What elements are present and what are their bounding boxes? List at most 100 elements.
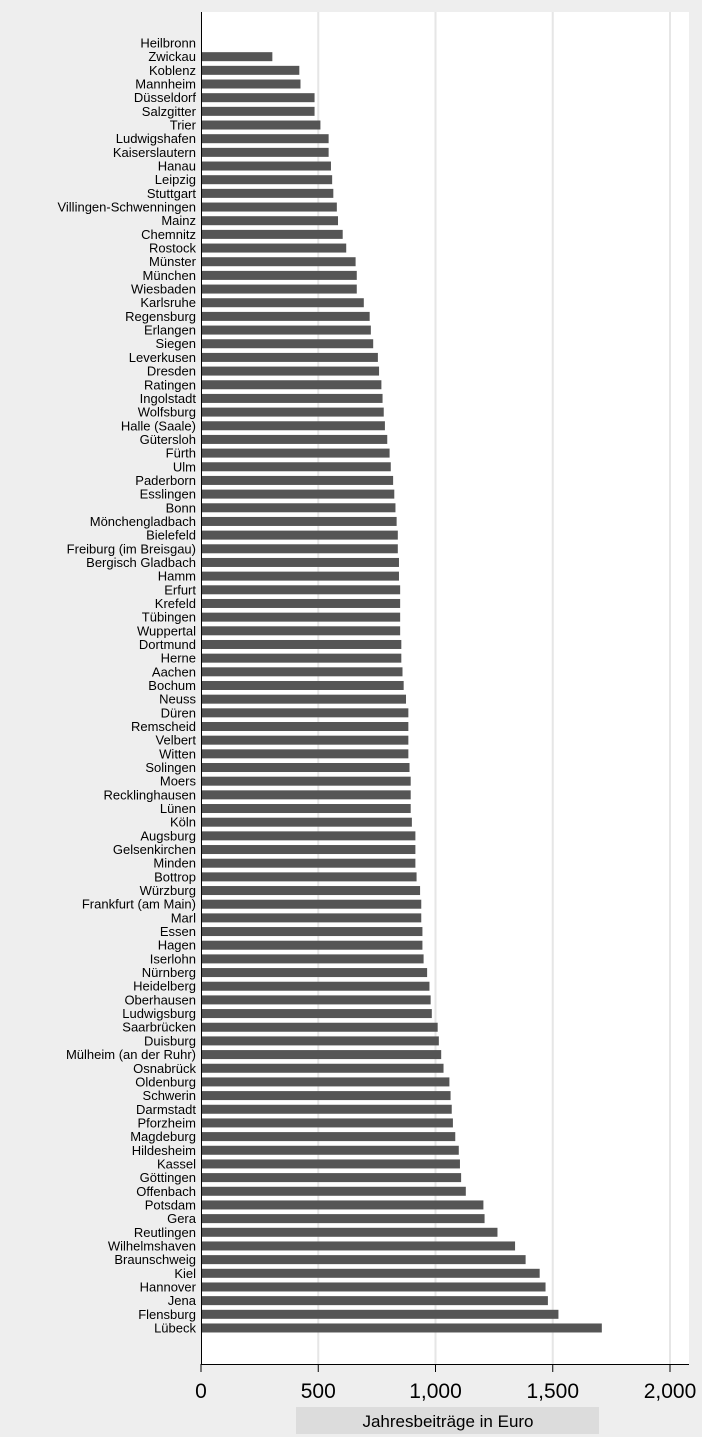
category-label-hamm: Hamm bbox=[158, 569, 196, 584]
category-label-ludwigsburg: Ludwigsburg bbox=[122, 1006, 196, 1021]
bar-chemnitz bbox=[202, 229, 343, 239]
bar-osnabruck bbox=[202, 1063, 444, 1073]
category-label-dresden: Dresden bbox=[147, 364, 196, 379]
category-label-gera: Gera bbox=[167, 1211, 197, 1226]
category-label-monchengladbach: Mönchengladbach bbox=[90, 514, 196, 529]
category-label-oberhausen: Oberhausen bbox=[124, 992, 196, 1007]
bar-hannover bbox=[202, 1282, 546, 1292]
category-label-mulheim-an-der-ruhr: Mülheim (an der Ruhr) bbox=[66, 1047, 196, 1062]
category-label-witten: Witten bbox=[159, 746, 196, 761]
bar-bochum bbox=[202, 680, 404, 690]
bar-oberhausen bbox=[202, 995, 431, 1005]
category-label-salzgitter: Salzgitter bbox=[142, 104, 197, 119]
bar-bonn bbox=[202, 503, 396, 513]
category-label-zwickau: Zwickau bbox=[148, 49, 196, 64]
bar-kaiserslautern bbox=[202, 147, 329, 157]
category-label-heilbronn: Heilbronn bbox=[140, 36, 196, 51]
bar-minden bbox=[202, 858, 416, 868]
category-label-darmstadt: Darmstadt bbox=[136, 1102, 196, 1117]
bar-saarbrucken bbox=[202, 1022, 438, 1032]
category-label-solingen: Solingen bbox=[145, 760, 196, 775]
category-label-leverkusen: Leverkusen bbox=[129, 350, 196, 365]
x-tick-label-500: 500 bbox=[301, 1380, 336, 1403]
bar-neuss bbox=[202, 694, 407, 704]
category-labels: HeilbronnZwickauKoblenzMannheimDüsseldor… bbox=[57, 36, 196, 1336]
category-label-wiesbaden: Wiesbaden bbox=[131, 282, 196, 297]
category-label-hanau: Hanau bbox=[158, 159, 196, 174]
category-label-moers: Moers bbox=[160, 774, 197, 789]
category-label-offenbach: Offenbach bbox=[136, 1184, 196, 1199]
category-label-marl: Marl bbox=[171, 910, 196, 925]
category-label-ulm: Ulm bbox=[173, 459, 196, 474]
bar-hagen bbox=[202, 940, 423, 950]
category-label-esslingen: Esslingen bbox=[140, 487, 196, 502]
bar-mulheim-an-der-ruhr bbox=[202, 1050, 442, 1060]
category-label-ludwigshafen: Ludwigshafen bbox=[116, 131, 196, 146]
category-label-flensburg: Flensburg bbox=[138, 1307, 196, 1322]
category-label-bonn: Bonn bbox=[166, 500, 196, 515]
x-tick-label-0: 0 bbox=[195, 1380, 207, 1403]
category-label-leipzig: Leipzig bbox=[155, 172, 196, 187]
bar-solingen bbox=[202, 763, 410, 773]
bar-wilhelmshaven bbox=[202, 1241, 516, 1251]
bar-lubeck bbox=[202, 1323, 602, 1333]
bar-siegen bbox=[202, 339, 374, 349]
bar-furth bbox=[202, 448, 390, 458]
category-label-duren: Düren bbox=[161, 705, 196, 720]
bar-villingen-schwenningen bbox=[202, 202, 337, 212]
bar-pforzheim bbox=[202, 1118, 453, 1128]
bar-hamm bbox=[202, 571, 399, 581]
bar-paderborn bbox=[202, 475, 394, 485]
bar-dresden bbox=[202, 366, 380, 376]
bar-aachen bbox=[202, 667, 403, 677]
bar-ulm bbox=[202, 462, 391, 472]
category-label-recklinghausen: Recklinghausen bbox=[103, 787, 196, 802]
category-label-mannheim: Mannheim bbox=[135, 77, 196, 92]
category-label-bottrop: Bottrop bbox=[154, 869, 196, 884]
bar-magdeburg bbox=[202, 1132, 456, 1142]
bar-dortmund bbox=[202, 639, 402, 649]
category-label-kaiserslautern: Kaiserslautern bbox=[113, 145, 196, 160]
bar-potsdam bbox=[202, 1200, 484, 1210]
bar-mainz bbox=[202, 216, 339, 226]
category-label-kassel: Kassel bbox=[157, 1156, 196, 1171]
category-label-essen: Essen bbox=[160, 924, 196, 939]
bar-wiesbaden bbox=[202, 284, 357, 294]
category-label-lubeck: Lübeck bbox=[154, 1320, 196, 1335]
bar-tubingen bbox=[202, 612, 401, 622]
bar-leipzig bbox=[202, 175, 333, 185]
bar-esslingen bbox=[202, 489, 395, 499]
bar-flensburg bbox=[202, 1309, 559, 1319]
bar-karlsruhe bbox=[202, 298, 364, 308]
category-label-braunschweig: Braunschweig bbox=[114, 1252, 196, 1267]
category-label-halle-saale: Halle (Saale) bbox=[121, 418, 196, 433]
bar-essen bbox=[202, 927, 423, 937]
bar-krefeld bbox=[202, 598, 401, 608]
category-label-wurzburg: Würzburg bbox=[140, 883, 196, 898]
bar-velbert bbox=[202, 735, 409, 745]
category-label-wilhelmshaven: Wilhelmshaven bbox=[108, 1238, 196, 1253]
bar-wolfsburg bbox=[202, 407, 384, 417]
category-label-hildesheim: Hildesheim bbox=[132, 1143, 196, 1158]
category-label-bochum: Bochum bbox=[148, 678, 196, 693]
bar-wuppertal bbox=[202, 626, 401, 636]
bar-koblenz bbox=[202, 65, 300, 75]
bar-wurzburg bbox=[202, 886, 421, 896]
x-axis-ticks: 0 500 1,000 1,500 2,000 bbox=[195, 1364, 696, 1403]
category-label-jena: Jena bbox=[168, 1293, 197, 1308]
category-label-karlsruhe: Karlsruhe bbox=[140, 295, 196, 310]
bar-erfurt bbox=[202, 585, 401, 595]
bar-gelsenkirchen bbox=[202, 845, 416, 855]
category-label-minden: Minden bbox=[153, 856, 196, 871]
bar-schwerin bbox=[202, 1091, 451, 1101]
bar-augsburg bbox=[202, 831, 416, 841]
bar-oldenburg bbox=[202, 1077, 450, 1087]
bar-witten bbox=[202, 749, 409, 759]
bar-ingolstadt bbox=[202, 393, 383, 403]
bar-bottrop bbox=[202, 872, 417, 882]
category-label-dusseldorf: Düsseldorf bbox=[134, 90, 197, 105]
category-label-nurnberg: Nürnberg bbox=[142, 965, 196, 980]
category-label-hagen: Hagen bbox=[158, 938, 196, 953]
category-label-remscheid: Remscheid bbox=[131, 719, 196, 734]
